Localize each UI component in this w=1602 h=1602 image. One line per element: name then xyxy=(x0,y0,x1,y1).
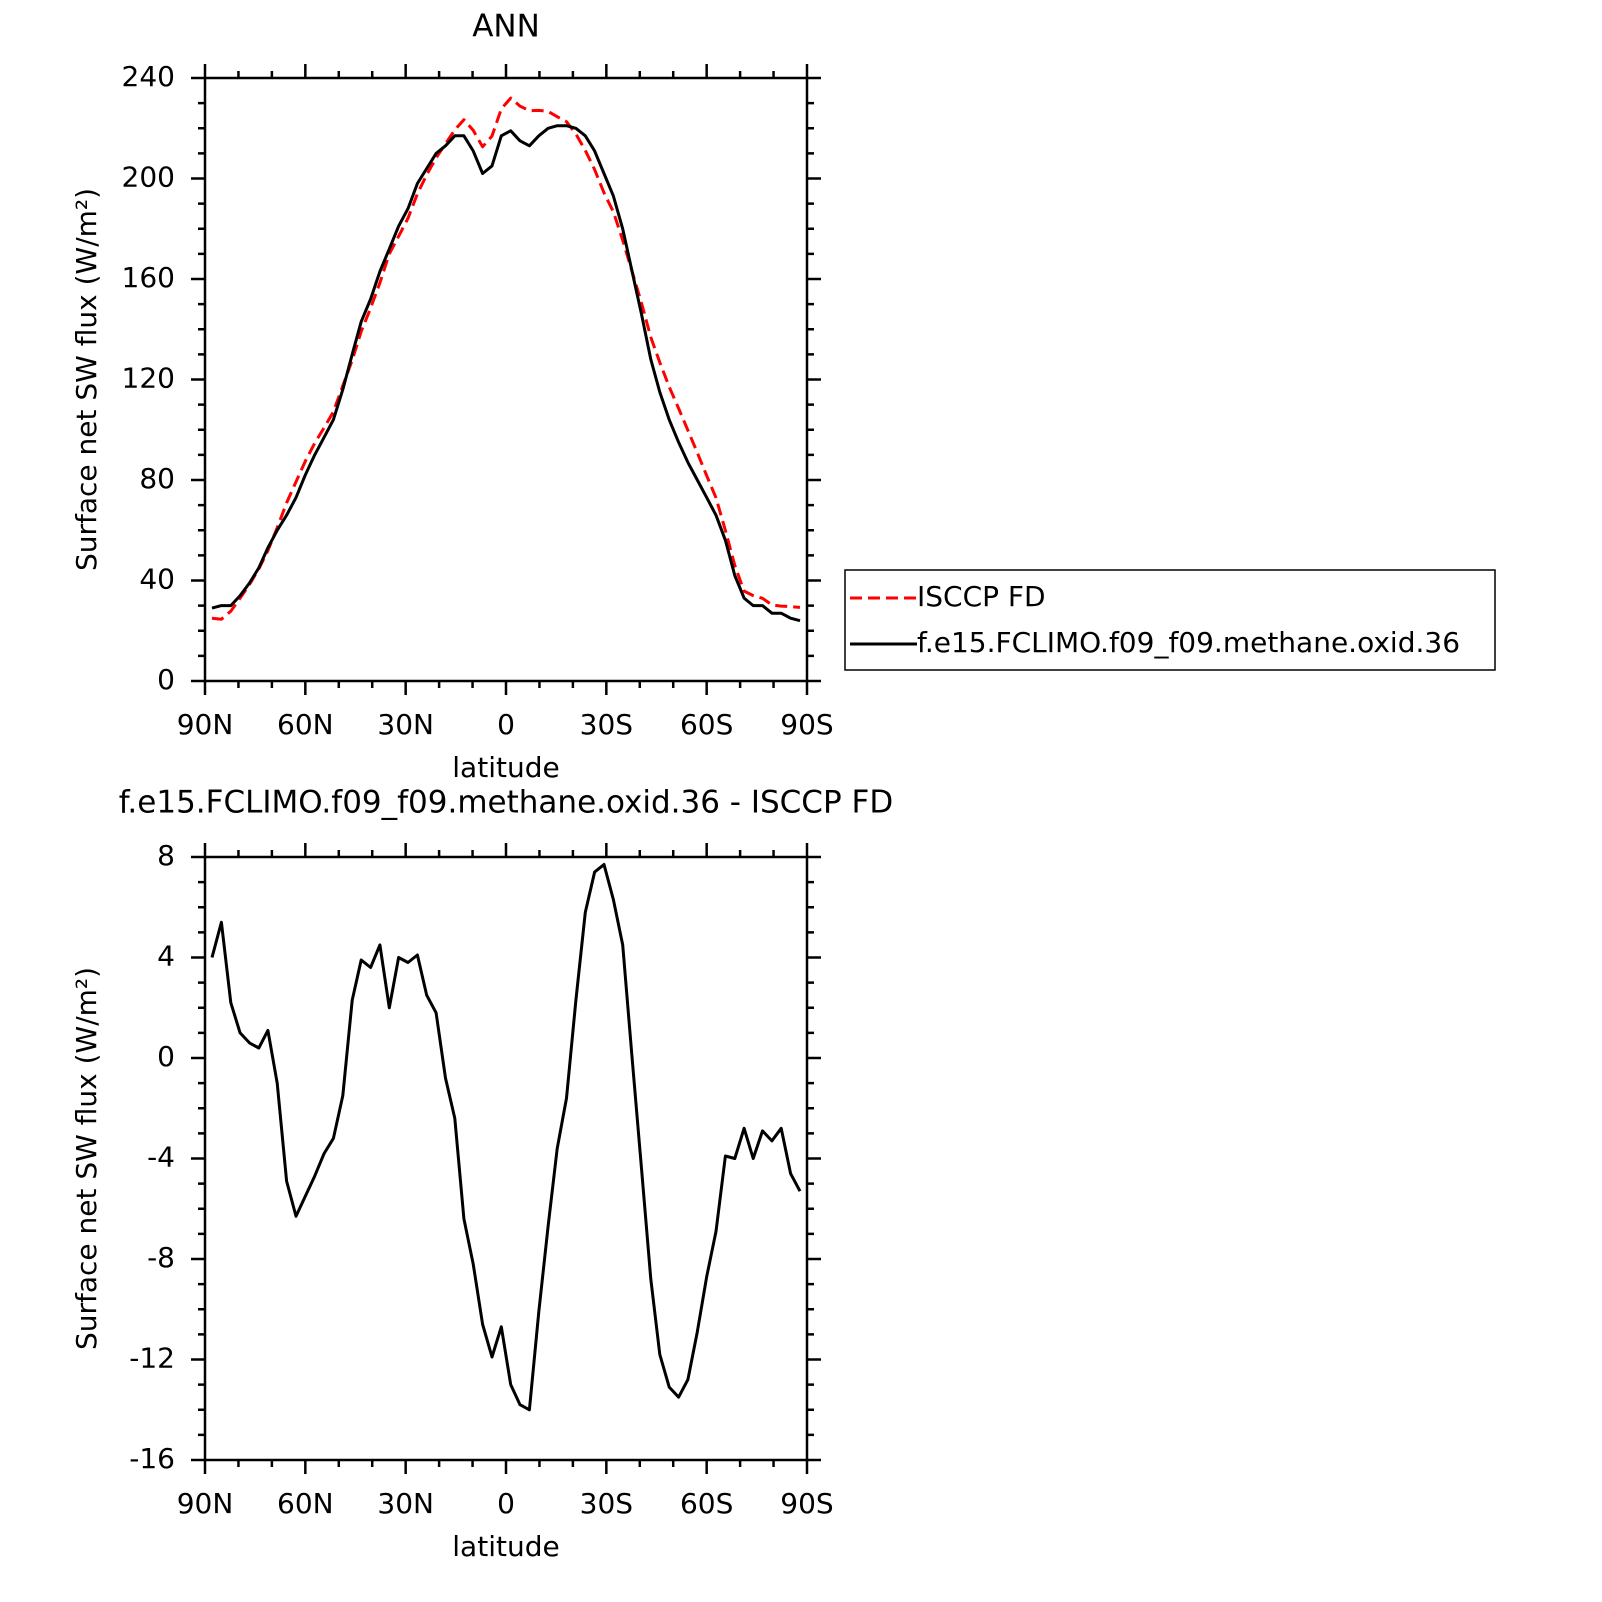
x-axis-label: latitude xyxy=(452,1530,559,1563)
x-tick-label: 60N xyxy=(277,708,334,741)
x-tick-label: 0 xyxy=(497,1487,515,1520)
y-tick-label: 40 xyxy=(139,563,175,596)
legend-label: f.e15.FCLIMO.f09_f09.methane.oxid.36 xyxy=(917,626,1460,659)
x-tick-label: 60S xyxy=(680,708,733,741)
y-tick-label: 160 xyxy=(122,261,175,294)
x-tick-label: 90S xyxy=(780,708,833,741)
x-tick-label: 30S xyxy=(580,708,633,741)
data-line xyxy=(211,96,801,621)
x-tick-label: 60N xyxy=(277,1487,334,1520)
y-tick-label: -8 xyxy=(147,1241,175,1274)
legend-label: ISCCP FD xyxy=(917,580,1046,613)
x-tick-label: 90S xyxy=(780,1487,833,1520)
y-tick-label: 0 xyxy=(157,1040,175,1073)
x-tick-label: 60S xyxy=(680,1487,733,1520)
data-line xyxy=(211,124,801,623)
y-axis-label: Surface net SW flux (W/m²) xyxy=(70,188,103,571)
plot-frame xyxy=(203,855,809,1462)
y-tick-label: 0 xyxy=(157,663,175,696)
y-tick-label: 120 xyxy=(122,362,175,395)
y-tick-label: 8 xyxy=(157,839,175,872)
y-tick-label: 80 xyxy=(139,462,175,495)
legend-box xyxy=(844,569,1496,671)
plot-frame xyxy=(203,76,809,683)
x-axis-label: latitude xyxy=(452,751,559,784)
chart-title: ANN xyxy=(472,9,540,45)
x-tick-label: 90N xyxy=(177,708,234,741)
y-axis-label: Surface net SW flux (W/m²) xyxy=(70,967,103,1350)
x-tick-label: 30S xyxy=(580,1487,633,1520)
y-tick-label: 240 xyxy=(122,60,175,93)
y-tick-label: -12 xyxy=(129,1342,175,1375)
x-tick-label: 30N xyxy=(377,708,434,741)
x-tick-label: 0 xyxy=(497,708,515,741)
chart-title: f.e15.FCLIMO.f09_f09.methane.oxid.36 - I… xyxy=(119,785,893,821)
x-tick-label: 90N xyxy=(177,1487,234,1520)
x-tick-label: 30N xyxy=(377,1487,434,1520)
y-tick-label: -4 xyxy=(147,1141,175,1174)
y-tick-label: 200 xyxy=(122,161,175,194)
y-tick-label: 4 xyxy=(157,940,175,973)
y-tick-label: -16 xyxy=(129,1442,175,1475)
data-line xyxy=(210,863,802,1412)
